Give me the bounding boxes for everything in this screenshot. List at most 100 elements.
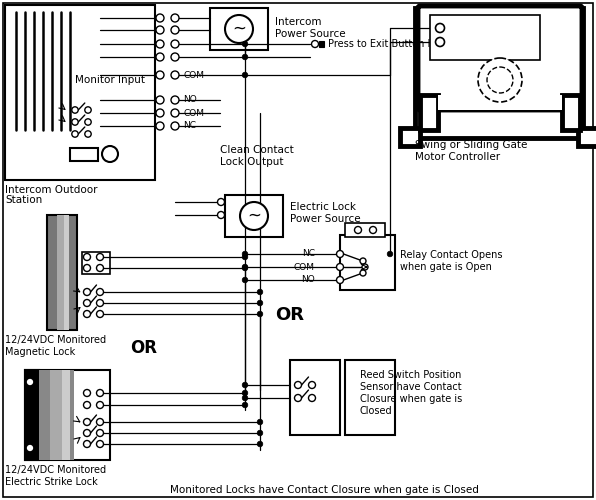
Circle shape xyxy=(294,382,302,388)
Text: Swing or Sliding Gate: Swing or Sliding Gate xyxy=(415,140,527,150)
Text: OR: OR xyxy=(275,306,305,324)
Bar xyxy=(64,215,69,330)
Circle shape xyxy=(257,419,263,425)
Circle shape xyxy=(355,226,362,234)
Circle shape xyxy=(242,54,248,60)
Bar xyxy=(438,95,562,110)
Text: Power Source: Power Source xyxy=(275,29,346,39)
Bar xyxy=(39,370,74,460)
Circle shape xyxy=(156,53,164,61)
Circle shape xyxy=(387,251,393,257)
Circle shape xyxy=(242,390,248,396)
Circle shape xyxy=(294,394,302,402)
Circle shape xyxy=(97,430,104,436)
Circle shape xyxy=(72,131,78,137)
Text: Intercom Outdoor: Intercom Outdoor xyxy=(5,185,98,195)
Circle shape xyxy=(156,122,164,130)
Circle shape xyxy=(225,15,253,43)
Circle shape xyxy=(257,441,263,447)
Circle shape xyxy=(312,40,318,48)
Circle shape xyxy=(26,378,34,386)
Circle shape xyxy=(83,264,91,272)
Bar xyxy=(25,370,39,460)
Circle shape xyxy=(85,119,91,125)
Text: Motor Controller: Motor Controller xyxy=(415,152,500,162)
Circle shape xyxy=(257,430,263,436)
Circle shape xyxy=(156,26,164,34)
Circle shape xyxy=(83,288,91,296)
Bar xyxy=(420,95,438,130)
Bar xyxy=(578,128,596,146)
Circle shape xyxy=(156,40,164,48)
Text: NO: NO xyxy=(301,276,315,284)
Circle shape xyxy=(83,418,91,426)
Circle shape xyxy=(171,71,179,79)
Circle shape xyxy=(362,264,368,270)
Circle shape xyxy=(83,300,91,306)
Circle shape xyxy=(97,264,104,272)
Circle shape xyxy=(83,390,91,396)
Circle shape xyxy=(26,444,34,452)
Circle shape xyxy=(360,258,366,264)
Bar xyxy=(430,15,540,60)
Circle shape xyxy=(309,394,315,402)
Text: Monitor Input: Monitor Input xyxy=(75,75,145,85)
Circle shape xyxy=(97,390,104,396)
Text: Electric Lock: Electric Lock xyxy=(290,202,356,212)
Bar xyxy=(47,215,77,330)
Circle shape xyxy=(242,277,248,283)
Circle shape xyxy=(97,300,104,306)
Text: Monitored Locks have Contact Closure when gate is Closed: Monitored Locks have Contact Closure whe… xyxy=(170,485,479,495)
Bar xyxy=(25,370,110,460)
Circle shape xyxy=(85,131,91,137)
Text: Electric Strike Lock: Electric Strike Lock xyxy=(5,477,98,487)
Circle shape xyxy=(171,40,179,48)
Text: COM: COM xyxy=(183,108,204,118)
Circle shape xyxy=(242,382,248,388)
Circle shape xyxy=(171,26,179,34)
Circle shape xyxy=(97,402,104,408)
Bar xyxy=(82,252,110,274)
Circle shape xyxy=(156,14,164,22)
Circle shape xyxy=(242,41,248,47)
Bar xyxy=(400,128,420,146)
Circle shape xyxy=(171,109,179,117)
Circle shape xyxy=(242,395,248,401)
Circle shape xyxy=(360,270,366,276)
Text: Lock Output: Lock Output xyxy=(220,157,284,167)
Bar xyxy=(225,195,283,237)
Circle shape xyxy=(257,289,263,295)
Bar xyxy=(562,95,580,130)
Bar xyxy=(345,223,385,237)
Text: 12/24VDC Monitored: 12/24VDC Monitored xyxy=(5,335,106,345)
Circle shape xyxy=(97,288,104,296)
Circle shape xyxy=(257,311,263,317)
Circle shape xyxy=(156,109,164,117)
Bar xyxy=(5,5,155,180)
Circle shape xyxy=(487,67,513,93)
Text: Power Source: Power Source xyxy=(290,214,361,224)
Text: or Light Output: or Light Output xyxy=(449,38,519,46)
Bar xyxy=(210,8,268,50)
Circle shape xyxy=(171,96,179,104)
Text: OR: OR xyxy=(130,339,157,357)
Text: Clean Contact: Clean Contact xyxy=(220,145,294,155)
Text: ~: ~ xyxy=(232,20,246,38)
Circle shape xyxy=(242,264,248,270)
Circle shape xyxy=(240,202,268,230)
Circle shape xyxy=(83,430,91,436)
Text: Relay Contact Opens: Relay Contact Opens xyxy=(400,250,502,260)
Circle shape xyxy=(242,265,248,271)
Circle shape xyxy=(242,251,248,257)
Text: Closed: Closed xyxy=(360,406,393,416)
Text: Open Indicator: Open Indicator xyxy=(449,24,516,32)
Circle shape xyxy=(85,107,91,113)
Text: Station: Station xyxy=(5,195,42,205)
Circle shape xyxy=(102,146,118,162)
Bar xyxy=(70,148,98,161)
Text: COM: COM xyxy=(294,262,315,272)
Text: Magnetic Lock: Magnetic Lock xyxy=(5,347,75,357)
Circle shape xyxy=(83,310,91,318)
Circle shape xyxy=(370,226,377,234)
Circle shape xyxy=(97,418,104,426)
